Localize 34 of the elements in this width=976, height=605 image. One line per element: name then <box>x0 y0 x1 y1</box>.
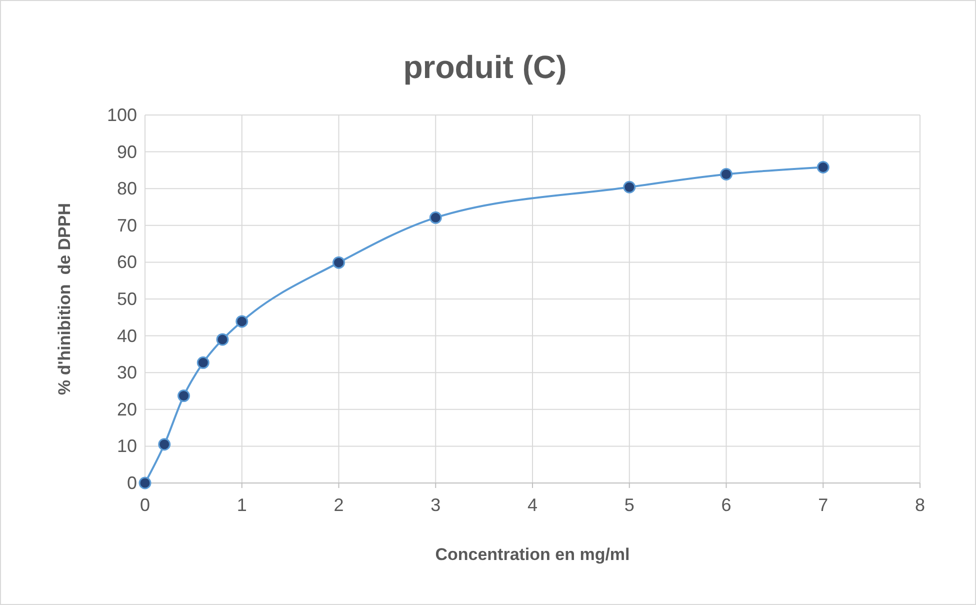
y-tick-label: 100 <box>106 105 137 125</box>
y-tick-label: 80 <box>116 178 137 199</box>
y-tick-label: 40 <box>116 326 137 346</box>
point <box>138 476 152 490</box>
y-tick-label: 20 <box>116 399 137 420</box>
y-tick-label: 70 <box>116 215 137 236</box>
point <box>623 180 636 194</box>
y-tick-label: 0 <box>126 473 137 493</box>
point <box>816 161 830 174</box>
y-tick-label: 60 <box>116 252 137 272</box>
point <box>196 356 210 369</box>
point <box>720 168 732 180</box>
x-tick-label: 6 <box>721 495 732 515</box>
x-axis-title: Concentration en mg/ml <box>435 545 630 564</box>
y-tick-label: 50 <box>116 289 137 309</box>
x-tick-label: 3 <box>430 495 441 515</box>
point <box>216 333 229 346</box>
point <box>332 256 345 269</box>
chart-title: produit (C) <box>403 49 567 85</box>
y-axis-title: % d'hinibition de DPPH <box>55 203 74 395</box>
x-tick-label: 4 <box>527 495 538 515</box>
x-tick-label: 7 <box>818 495 828 515</box>
y-tick-label: 90 <box>116 142 137 162</box>
x-tick-label: 5 <box>624 495 634 515</box>
x-tick-label: 0 <box>140 495 150 515</box>
x-tick-label: 1 <box>236 495 247 515</box>
point <box>178 390 190 402</box>
y-tick-label: 30 <box>116 362 137 383</box>
point <box>429 211 442 224</box>
point <box>236 315 248 328</box>
point <box>158 438 171 451</box>
x-tick-label: 8 <box>914 495 926 515</box>
x-tick-label: 2 <box>334 495 344 515</box>
y-tick-label: 10 <box>116 436 137 456</box>
